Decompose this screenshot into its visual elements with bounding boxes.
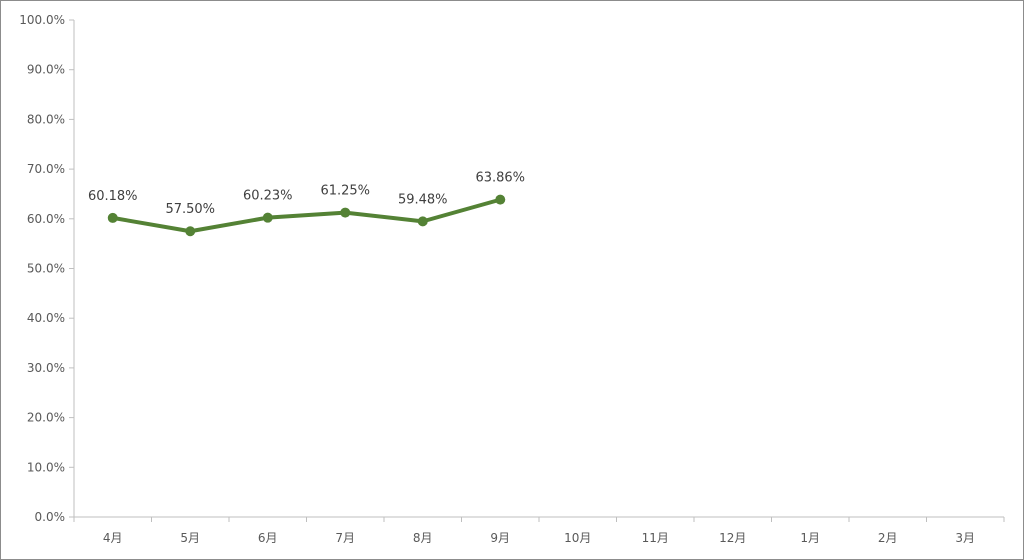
y-tick-label: 90.0% — [27, 63, 65, 77]
x-tick-label: 2月 — [878, 531, 898, 545]
y-tick-label: 10.0% — [27, 460, 65, 474]
data-label: 60.23% — [243, 189, 293, 204]
x-tick-label: 5月 — [180, 531, 200, 545]
y-tick-label: 100.0% — [19, 13, 65, 27]
x-tick-label: 11月 — [642, 531, 669, 545]
y-tick-label: 70.0% — [27, 162, 65, 176]
data-label: 59.48% — [398, 192, 448, 207]
y-tick-label: 60.0% — [27, 212, 65, 226]
y-tick-label: 30.0% — [27, 361, 65, 375]
series-line — [110, 197, 503, 234]
data-label: 61.25% — [320, 184, 370, 199]
x-tick-label: 3月 — [955, 531, 975, 545]
x-tick-label: 10月 — [564, 531, 591, 545]
data-point — [340, 207, 351, 218]
data-point — [495, 194, 506, 205]
x-tick-label: 1月 — [800, 531, 820, 545]
data-label: 57.50% — [165, 202, 215, 217]
plot-area: 60.18% 57.50% 60.23% 61.25% 59.48% 63.86% — [88, 171, 525, 237]
x-tick-label: 7月 — [335, 531, 355, 545]
x-axis: 4月 5月 6月 7月 8月 9月 10月 11月 12月 1月 2月 3月 — [73, 516, 1005, 545]
data-point — [107, 212, 118, 223]
y-tick-label: 0.0% — [35, 510, 66, 524]
data-point — [185, 226, 196, 237]
y-tick-label: 50.0% — [27, 262, 65, 276]
data-label: 60.18% — [88, 189, 138, 204]
y-axis: 0.0% 10.0% 20.0% 30.0% 40.0% 50.0% 60.0% 70.0% 8… — [19, 13, 75, 524]
y-tick-label: 20.0% — [27, 411, 65, 425]
data-point — [262, 212, 273, 223]
y-tick-label: 80.0% — [27, 112, 65, 126]
data-label: 63.86% — [475, 171, 525, 186]
data-point — [417, 216, 428, 227]
x-tick-label: 8月 — [413, 531, 433, 545]
x-tick-label: 9月 — [490, 531, 510, 545]
x-tick-label: 12月 — [719, 531, 746, 545]
x-tick-label: 4月 — [103, 531, 123, 545]
x-tick-label: 6月 — [258, 531, 278, 545]
y-tick-label: 40.0% — [27, 311, 65, 325]
